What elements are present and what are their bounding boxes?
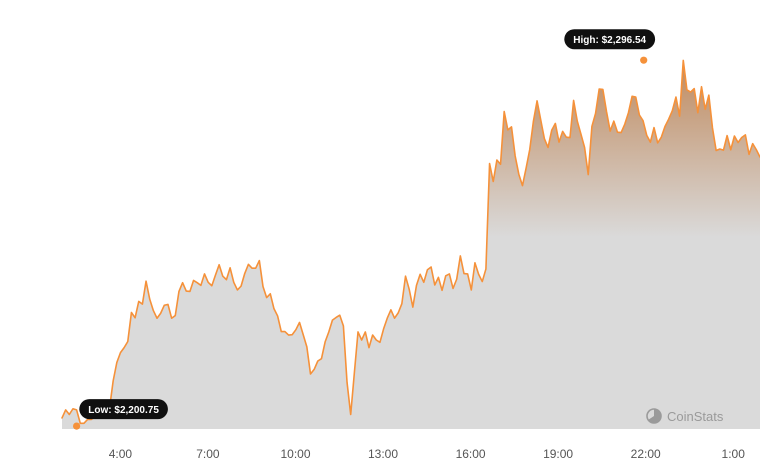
x-tick-label: 1:00 (722, 447, 746, 461)
x-tick-label: 7:00 (196, 447, 220, 461)
high-point-marker (640, 56, 648, 64)
x-tick-label: 10:00 (280, 447, 310, 461)
x-tick-label: 22:00 (631, 447, 661, 461)
plot-area (61, 59, 760, 430)
price-line (61, 59, 760, 425)
brand-watermark: CoinStats (646, 408, 724, 424)
x-tick-label: 13:00 (368, 447, 398, 461)
high-label-background (564, 29, 656, 50)
high-label: High: $2,296.54 (573, 35, 646, 46)
pie-chart-icon (646, 408, 662, 424)
x-tick-label: 16:00 (456, 447, 486, 461)
brand-name: CoinStats (667, 409, 724, 424)
low-point-marker (73, 422, 81, 430)
low-annotation: Low: $2,200.75 (73, 399, 168, 430)
high-annotation: High: $2,296.54 (564, 29, 656, 64)
x-tick-label: 4:00 (109, 447, 133, 461)
x-tick-label: 19:00 (543, 447, 573, 461)
low-label-background (79, 399, 168, 420)
x-axis: 4:00 7:00 10:00 13:00 16:00 19:00 22:00 1:00 (109, 447, 745, 461)
low-label: Low: $2,200.75 (88, 405, 159, 416)
price-area (62, 60, 760, 430)
